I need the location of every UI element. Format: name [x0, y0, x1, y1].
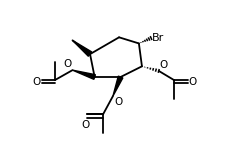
Text: O: O [114, 97, 122, 107]
Text: O: O [188, 77, 196, 87]
Text: O: O [32, 77, 41, 87]
Polygon shape [112, 76, 122, 96]
Text: O: O [81, 120, 89, 130]
Polygon shape [72, 40, 91, 56]
Text: Br: Br [152, 33, 164, 43]
Text: O: O [63, 59, 71, 69]
Polygon shape [72, 70, 95, 79]
Text: O: O [159, 60, 167, 70]
